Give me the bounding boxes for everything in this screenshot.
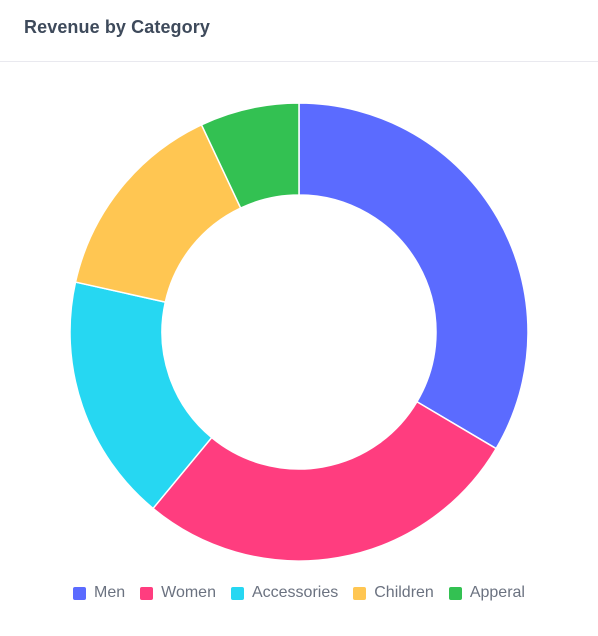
donut-chart — [69, 102, 529, 562]
legend-swatch — [140, 586, 154, 600]
legend-swatch — [230, 586, 244, 600]
card-title: Revenue by Category — [24, 17, 210, 37]
donut-slice-women[interactable] — [151, 400, 498, 562]
legend-label: Women — [161, 584, 216, 601]
legend-item-accessories[interactable]: Accessories — [230, 584, 339, 602]
card-header: Revenue by Category — [0, 0, 598, 62]
legend-swatch — [448, 586, 462, 600]
legend-item-women[interactable]: Women — [140, 584, 216, 602]
legend-swatch — [73, 586, 87, 600]
legend-item-apperal[interactable]: Apperal — [448, 584, 525, 602]
donut-slice-men[interactable] — [298, 102, 529, 450]
legend-label: Accessories — [251, 584, 339, 601]
legend-label: Children — [374, 584, 434, 601]
legend-item-men[interactable]: Men — [73, 584, 125, 602]
donut-chart-area — [0, 62, 598, 572]
legend-swatch — [353, 586, 367, 600]
donut-slice-apperal[interactable] — [200, 102, 300, 210]
chart-legend: Men Women Accessories Children Apperal — [0, 582, 598, 604]
legend-label: Men — [94, 584, 126, 601]
legend-item-children[interactable]: Children — [353, 584, 434, 602]
legend-label: Apperal — [469, 584, 525, 601]
